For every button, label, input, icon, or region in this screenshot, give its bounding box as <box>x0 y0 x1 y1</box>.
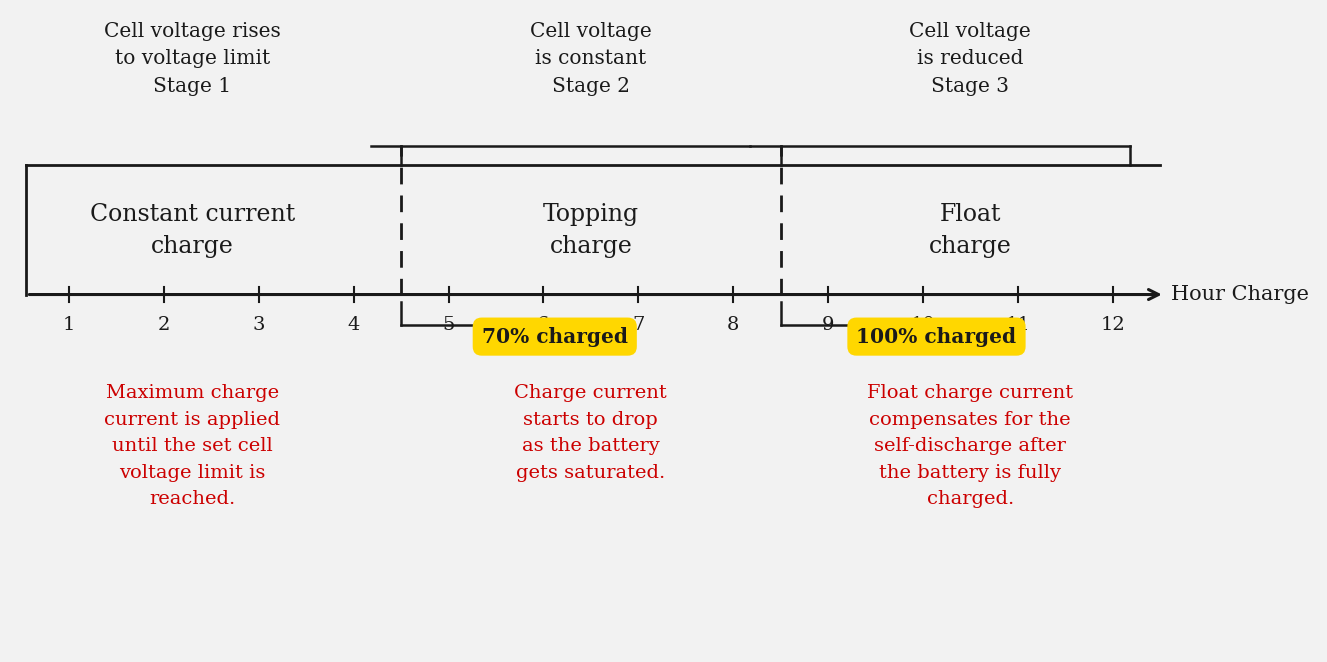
Text: 7: 7 <box>632 316 645 334</box>
Text: Float charge current
compensates for the
self-discharge after
the battery is ful: Float charge current compensates for the… <box>867 385 1074 508</box>
Text: 8: 8 <box>727 316 739 334</box>
Text: 5: 5 <box>442 316 455 334</box>
Text: 10: 10 <box>910 316 936 334</box>
Text: 9: 9 <box>821 316 835 334</box>
Text: Hour Charge: Hour Charge <box>1172 285 1310 304</box>
Text: Cell voltage
is reduced
Stage 3: Cell voltage is reduced Stage 3 <box>909 22 1031 95</box>
Text: 70% charged: 70% charged <box>482 326 628 347</box>
Text: 3: 3 <box>252 316 265 334</box>
Text: Cell voltage rises
to voltage limit
Stage 1: Cell voltage rises to voltage limit Stag… <box>104 22 281 95</box>
Text: Cell voltage
is constant
Stage 2: Cell voltage is constant Stage 2 <box>529 22 652 95</box>
Text: Maximum charge
current is applied
until the set cell
voltage limit is
reached.: Maximum charge current is applied until … <box>105 385 280 508</box>
Text: 2: 2 <box>158 316 170 334</box>
Text: 6: 6 <box>537 316 549 334</box>
Text: 1: 1 <box>62 316 76 334</box>
Text: Constant current
charge: Constant current charge <box>90 203 295 258</box>
Text: 11: 11 <box>1006 316 1030 334</box>
Text: 4: 4 <box>348 316 360 334</box>
Text: Charge current
starts to drop
as the battery
gets saturated.: Charge current starts to drop as the bat… <box>515 385 667 481</box>
Text: Topping
charge: Topping charge <box>543 203 638 258</box>
Text: 100% charged: 100% charged <box>856 326 1016 347</box>
Text: Float
charge: Float charge <box>929 203 1011 258</box>
Text: 12: 12 <box>1100 316 1125 334</box>
